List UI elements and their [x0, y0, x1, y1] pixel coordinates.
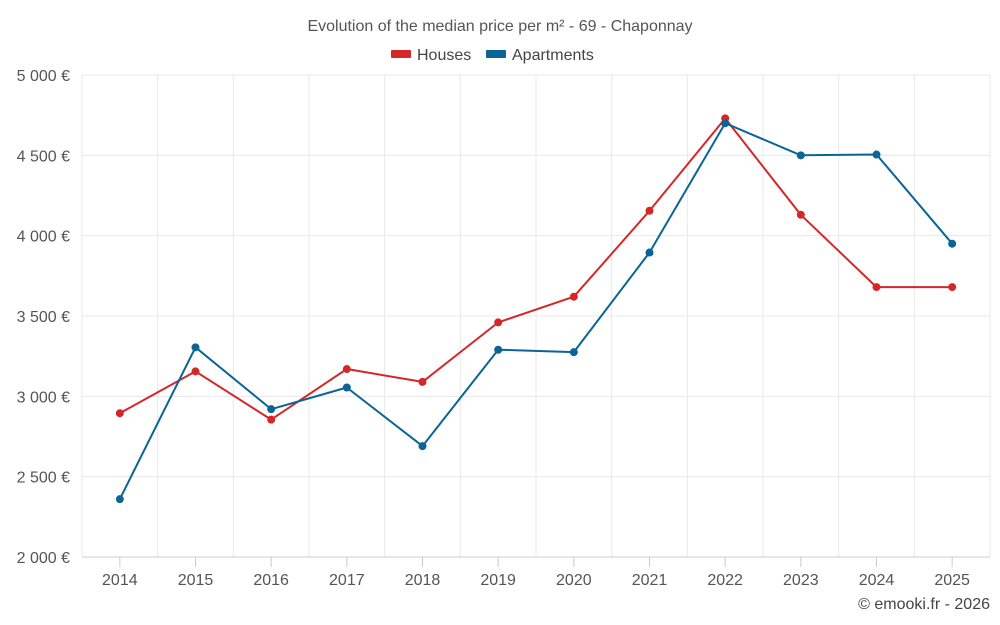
x-tick-label: 2025	[934, 572, 970, 589]
x-tick-label: 2024	[859, 572, 895, 589]
x-tick-label: 2019	[480, 572, 516, 589]
data-point-apartments[interactable]	[191, 343, 200, 352]
data-point-apartments[interactable]	[721, 119, 730, 128]
series-line-houses	[119, 117, 953, 421]
y-tick-label: 2 500 €	[17, 470, 70, 487]
data-point-houses[interactable]	[872, 283, 881, 292]
data-point-houses[interactable]	[948, 283, 957, 292]
data-point-houses[interactable]	[569, 292, 578, 301]
data-point-apartments[interactable]	[342, 383, 351, 392]
legend[interactable]: Houses Apartments	[391, 47, 594, 64]
x-tick-label: 2017	[329, 572, 365, 589]
y-tick-label: 4 500 €	[17, 148, 70, 165]
x-tick-label: 2015	[178, 572, 214, 589]
data-point-houses[interactable]	[267, 415, 276, 424]
y-tick-label: 3 500 €	[17, 309, 70, 326]
data-point-apartments[interactable]	[115, 495, 124, 504]
legend-swatch-apartments	[486, 50, 506, 58]
data-point-apartments[interactable]	[872, 150, 881, 159]
x-tick-label: 2014	[102, 572, 138, 589]
legend-label-houses: Houses	[417, 47, 471, 64]
data-point-apartments[interactable]	[948, 239, 957, 248]
data-point-apartments[interactable]	[418, 442, 427, 451]
data-point-apartments[interactable]	[796, 151, 805, 160]
data-point-houses[interactable]	[342, 365, 351, 374]
y-axis: 2 000 € 2 500 € 3 000 € 3 500 € 4 000 € 4 500…	[17, 68, 70, 567]
x-tick-label: 2023	[783, 572, 819, 589]
data-point-apartments[interactable]	[645, 248, 654, 257]
legend-item-apartments[interactable]: Apartments	[486, 47, 594, 64]
series-lines	[118, 117, 953, 500]
x-tick-label: 2020	[556, 572, 592, 589]
grid	[81, 74, 991, 558]
data-point-houses[interactable]	[645, 206, 654, 215]
x-tick-label: 2021	[632, 572, 668, 589]
data-point-houses[interactable]	[115, 409, 124, 418]
x-tick-label: 2018	[405, 572, 441, 589]
series-line-apartments	[118, 122, 953, 500]
data-point-houses[interactable]	[191, 367, 200, 376]
y-tick-label: 2 000 €	[17, 550, 70, 567]
legend-label-apartments: Apartments	[512, 47, 594, 64]
x-tick-label: 2016	[253, 572, 289, 589]
data-point-houses[interactable]	[418, 377, 427, 386]
x-tick-label: 2022	[707, 572, 743, 589]
series-points	[115, 114, 957, 504]
data-point-houses[interactable]	[796, 210, 805, 219]
y-tick-label: 3 000 €	[17, 389, 70, 406]
data-point-apartments[interactable]	[267, 405, 276, 414]
y-tick-label: 5 000 €	[17, 68, 70, 85]
data-point-apartments[interactable]	[494, 345, 503, 354]
legend-swatch-houses	[391, 50, 411, 58]
data-point-apartments[interactable]	[569, 348, 578, 357]
data-point-houses[interactable]	[494, 318, 503, 327]
y-tick-label: 4 000 €	[17, 229, 70, 246]
legend-item-houses[interactable]: Houses	[391, 47, 471, 64]
chart-title: Evolution of the median price per m² - 6…	[307, 18, 692, 35]
credit-text: © emooki.fr - 2026	[858, 596, 990, 613]
x-axis: 2014 2015 2016 2017 2018 2019 2020 2021 2022 2023…	[102, 557, 970, 589]
